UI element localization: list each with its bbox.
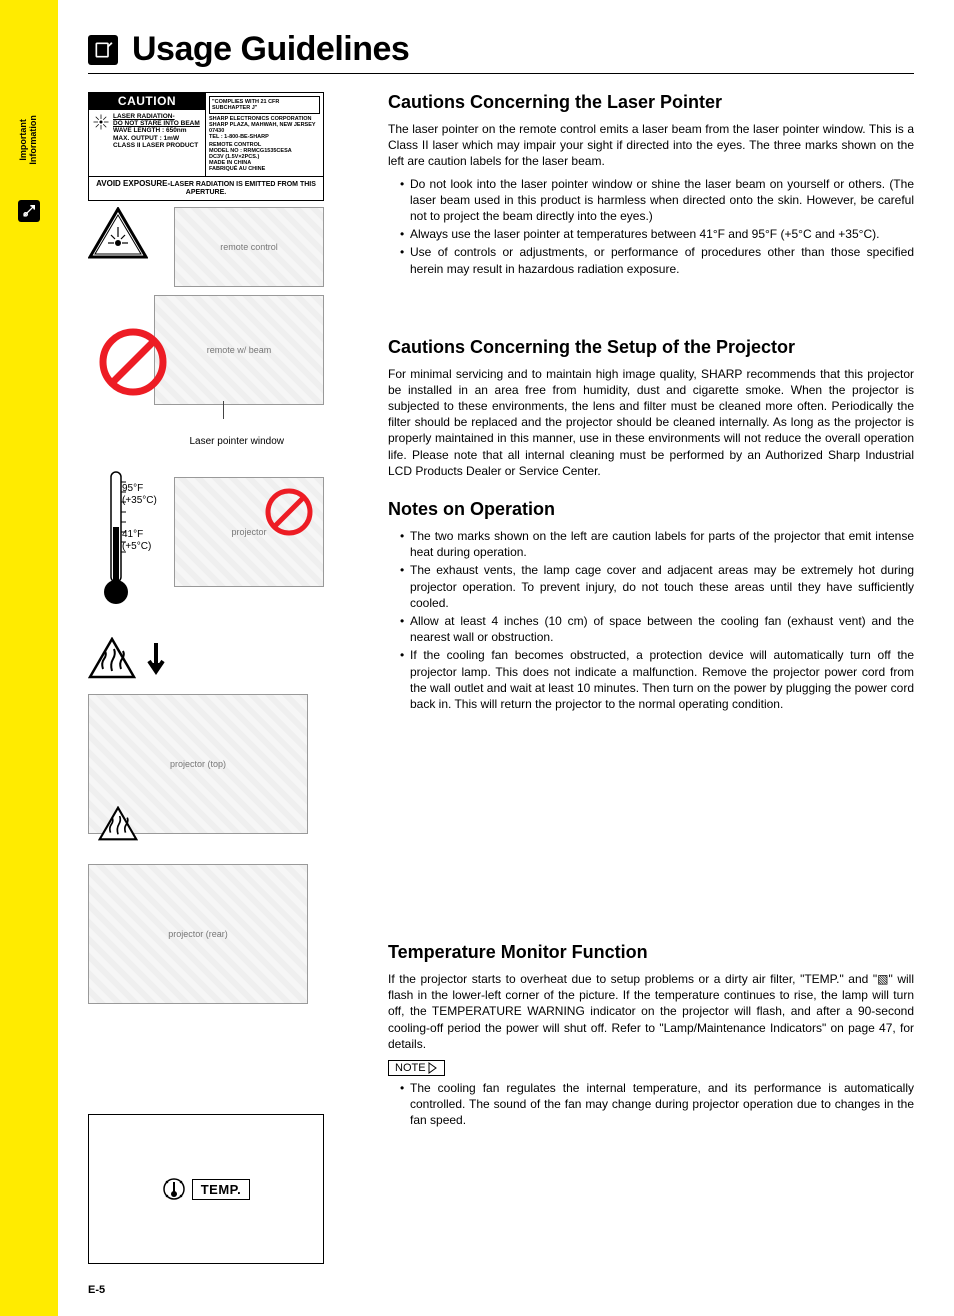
info-icon [18,200,40,222]
chevron-right-icon [428,1062,442,1074]
notes-b2: The exhaust vents, the lamp cage cover a… [400,562,914,611]
caution-rad1: LASER RADIATION- [113,113,200,120]
para-setup: For minimal servicing and to maintain hi… [388,366,914,479]
strip-label: Important Information [19,115,39,165]
temp-note-b1: The cooling fan regulates the internal t… [400,1080,914,1129]
laser-b1: Do not look into the laser pointer windo… [400,176,914,225]
page-number: E-5 [88,1284,914,1296]
caution-label: CAUTION LASER RADIATION- DO NOT STARE IN… [88,92,324,201]
laser-burst-icon [92,113,110,131]
prohibit-icon [264,487,314,537]
temp-warning-icon [162,1177,186,1201]
strip-label-line1: Important [18,119,28,161]
thermo-low-f: 41°F [122,529,157,541]
caution-company: SHARP ELECTRONICS CORPORATION SHARP PLAZ… [209,116,320,140]
note-tag: NOTE [388,1060,445,1076]
heading-laser: Cautions Concerning the Laser Pointer [388,92,914,113]
heat-warning-triangle-icon [98,806,138,841]
notes-b1: The two marks shown on the left are caut… [400,528,914,560]
heading-setup: Cautions Concerning the Setup of the Pro… [388,337,914,358]
note-label: NOTE [395,1062,426,1074]
heat-figure: projector (top) projector (rear) [88,637,324,1004]
heat-warning-triangle-icon [88,637,136,679]
title-rule [88,73,914,74]
caution-remote: REMOTE CONTROL MODEL NO : RRMCG1535CESA … [209,142,320,172]
para-laser: The laser pointer on the remote control … [388,121,914,170]
laser-warning-triangle-icon [88,207,148,259]
para-temp: If the projector starts to overheat due … [388,971,914,1052]
caution-header: CAUTION [89,93,205,110]
section-temp: Temperature Monitor Function If the proj… [388,942,914,1129]
thermo-figure: 95°F (+35°C) 41°F (+5°C) projector [88,467,324,617]
side-strip: Important Information [0,0,58,1316]
remote-illustration-2: remote w/ beam [154,295,324,405]
section-notes: Notes on Operation The two marks shown o… [388,499,914,712]
caution-compliance: "COMPLIES WITH 21 CFR SUBCHAPTER J" [209,96,320,114]
caution-avoid: AVOID EXPOSURE- [96,179,170,188]
page-title: Usage Guidelines [132,30,409,69]
section-laser: Cautions Concerning the Laser Pointer Th… [388,92,914,277]
title-icon [88,35,118,65]
caution-rad2: DO NOT STARE INTO BEAM [113,120,200,127]
down-arrow-icon [146,641,166,677]
temp-monitor-figure: TEMP. [88,1114,324,1264]
strip-label-line2: Information [28,115,38,165]
section-setup: Cautions Concerning the Setup of the Pro… [388,337,914,479]
thermo-high-c: (+35°C) [122,495,157,507]
projector-rear-view: projector (rear) [88,864,308,1004]
laser-b2: Always use the laser pointer at temperat… [400,226,914,242]
notes-b3: Allow at least 4 inches (10 cm) of space… [400,613,914,645]
notes-b4: If the cooling fan becomes obstructed, a… [400,647,914,712]
projector-smoke-figure: projector [174,477,324,587]
laser-b3: Use of controls or adjustments, or perfo… [400,244,914,276]
thermo-low-c: (+5°C) [122,541,157,553]
remote-figure: remote control remote w/ beam Laser poin… [88,207,324,447]
laser-window-label: Laser pointer window [190,436,285,447]
heading-temp: Temperature Monitor Function [388,942,914,963]
thermo-high-f: 95°F [122,483,157,495]
caution-avoid2: LASER RADIATION IS EMITTED FROM THIS APE… [170,181,316,197]
prohibit-icon [98,327,168,397]
temp-label: TEMP. [192,1179,251,1200]
heading-notes: Notes on Operation [388,499,914,520]
caution-specs: WAVE LENGTH : 650nm MAX. OUTPUT : 1mW CL… [113,127,200,148]
remote-illustration-1: remote control [174,207,324,287]
